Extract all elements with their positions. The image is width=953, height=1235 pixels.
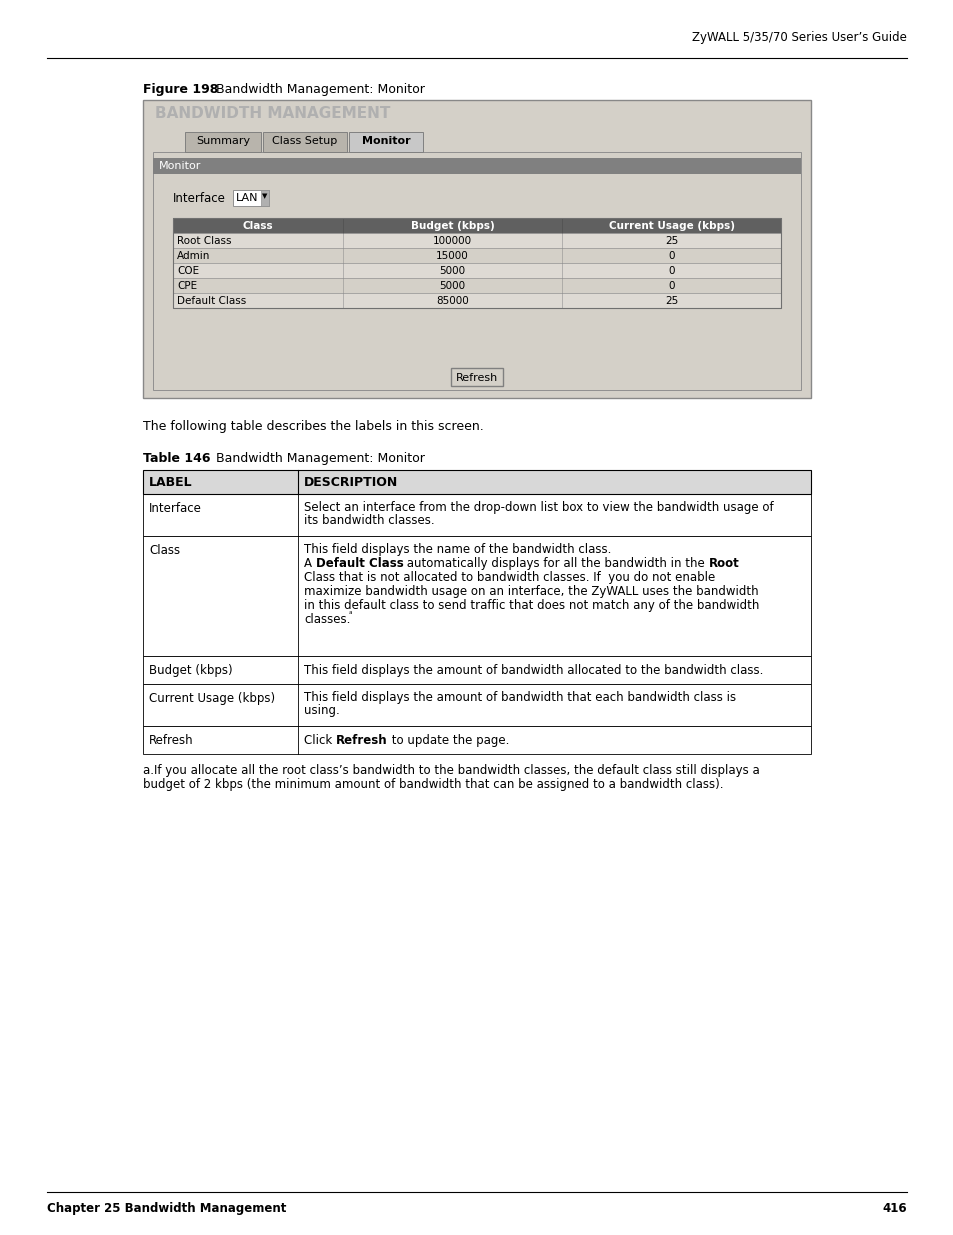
- Text: CPE: CPE: [177, 282, 197, 291]
- Text: Class: Class: [149, 543, 180, 557]
- Bar: [451, 368, 502, 387]
- Text: Budget (kbps): Budget (kbps): [411, 221, 494, 231]
- Text: 5000: 5000: [439, 266, 465, 275]
- Text: Admin: Admin: [177, 251, 211, 261]
- Text: 0: 0: [668, 266, 674, 275]
- Text: budget of 2 kbps (the minimum amount of bandwidth that can be assigned to a band: budget of 2 kbps (the minimum amount of …: [143, 778, 722, 790]
- Text: Default Class: Default Class: [315, 557, 403, 571]
- Text: This field displays the name of the bandwidth class.: This field displays the name of the band…: [304, 543, 611, 556]
- Bar: [172, 293, 781, 308]
- Text: Current Usage (kbps): Current Usage (kbps): [149, 692, 274, 705]
- Bar: [185, 132, 261, 152]
- Text: Default Class: Default Class: [177, 296, 246, 306]
- Text: 25: 25: [664, 236, 678, 246]
- Text: Chapter 25 Bandwidth Management: Chapter 25 Bandwidth Management: [47, 1202, 286, 1215]
- Text: 416: 416: [882, 1202, 906, 1215]
- Bar: [152, 158, 801, 174]
- Text: Bandwidth Management: Monitor: Bandwidth Management: Monitor: [215, 452, 424, 466]
- Text: The following table describes the labels in this screen.: The following table describes the labels…: [143, 420, 483, 433]
- Text: 15000: 15000: [436, 251, 469, 261]
- Text: maximize bandwidth usage on an interface, the ZyWALL uses the bandwidth: maximize bandwidth usage on an interface…: [304, 585, 758, 598]
- Text: Bandwidth Management: Monitor: Bandwidth Management: Monitor: [215, 83, 424, 96]
- Text: 5000: 5000: [439, 282, 465, 291]
- Text: Table 146: Table 146: [143, 452, 211, 466]
- Bar: [143, 100, 810, 398]
- Text: Root: Root: [708, 557, 739, 571]
- Text: Budget (kbps): Budget (kbps): [149, 664, 233, 677]
- Bar: [349, 132, 422, 152]
- Text: Monitor: Monitor: [159, 161, 201, 170]
- Bar: [143, 471, 810, 494]
- Bar: [143, 536, 810, 656]
- Text: its bandwidth classes.: its bandwidth classes.: [304, 514, 435, 527]
- Text: Class that is not allocated to bandwidth classes. If  you do not enable: Class that is not allocated to bandwidth…: [304, 571, 715, 584]
- Text: in this default class to send traffic that does not match any of the bandwidth: in this default class to send traffic th…: [304, 599, 759, 613]
- Text: BANDWIDTH MANAGEMENT: BANDWIDTH MANAGEMENT: [154, 106, 390, 121]
- Bar: [143, 684, 810, 726]
- Text: Interface: Interface: [149, 501, 202, 515]
- Bar: [172, 278, 781, 293]
- Bar: [172, 248, 781, 263]
- Text: Class: Class: [243, 221, 274, 231]
- Text: Monitor: Monitor: [361, 136, 410, 146]
- Bar: [143, 726, 810, 755]
- Text: LAN: LAN: [235, 193, 258, 203]
- Text: 85000: 85000: [436, 296, 469, 306]
- Text: LABEL: LABEL: [149, 475, 193, 489]
- Text: Class Setup: Class Setup: [273, 136, 337, 146]
- Text: using.: using.: [304, 704, 339, 718]
- Text: DESCRIPTION: DESCRIPTION: [304, 475, 397, 489]
- Bar: [233, 190, 269, 206]
- Text: 0: 0: [668, 282, 674, 291]
- Text: A: A: [304, 557, 315, 571]
- Text: 0: 0: [668, 251, 674, 261]
- Text: automatically displays for all the bandwidth in the: automatically displays for all the bandw…: [403, 557, 708, 571]
- Text: 25: 25: [664, 296, 678, 306]
- Bar: [172, 263, 781, 278]
- Text: a.If you allocate all the root class’s bandwidth to the bandwidth classes, the d: a.If you allocate all the root class’s b…: [143, 764, 759, 777]
- Text: Root Class: Root Class: [177, 236, 232, 246]
- Bar: [261, 190, 269, 206]
- Text: Current Usage (kbps): Current Usage (kbps): [608, 221, 734, 231]
- Text: COE: COE: [177, 266, 199, 275]
- Text: ▼: ▼: [262, 193, 267, 199]
- Text: Select an interface from the drop-down list box to view the bandwidth usage of: Select an interface from the drop-down l…: [304, 501, 773, 514]
- Text: Summary: Summary: [195, 136, 250, 146]
- Text: This field displays the amount of bandwidth that each bandwidth class is: This field displays the amount of bandwi…: [304, 692, 736, 704]
- Text: to update the page.: to update the page.: [387, 734, 509, 747]
- Bar: [263, 132, 347, 152]
- Text: Figure 198: Figure 198: [143, 83, 218, 96]
- Bar: [172, 233, 781, 248]
- Text: Refresh: Refresh: [149, 734, 193, 747]
- Bar: [143, 494, 810, 536]
- Text: ZyWALL 5/35/70 Series User’s Guide: ZyWALL 5/35/70 Series User’s Guide: [691, 31, 906, 44]
- Bar: [172, 219, 781, 233]
- Text: Refresh: Refresh: [335, 734, 387, 747]
- Text: This field displays the amount of bandwidth allocated to the bandwidth class.: This field displays the amount of bandwi…: [304, 664, 762, 677]
- Text: Interface: Interface: [172, 191, 226, 205]
- Text: ᵃ: ᵃ: [349, 610, 353, 619]
- Bar: [172, 219, 781, 308]
- Text: Click: Click: [304, 734, 335, 747]
- Text: classes.: classes.: [304, 613, 350, 626]
- Bar: [152, 152, 801, 390]
- Text: Refresh: Refresh: [456, 373, 497, 383]
- Bar: [143, 656, 810, 684]
- Text: 100000: 100000: [433, 236, 472, 246]
